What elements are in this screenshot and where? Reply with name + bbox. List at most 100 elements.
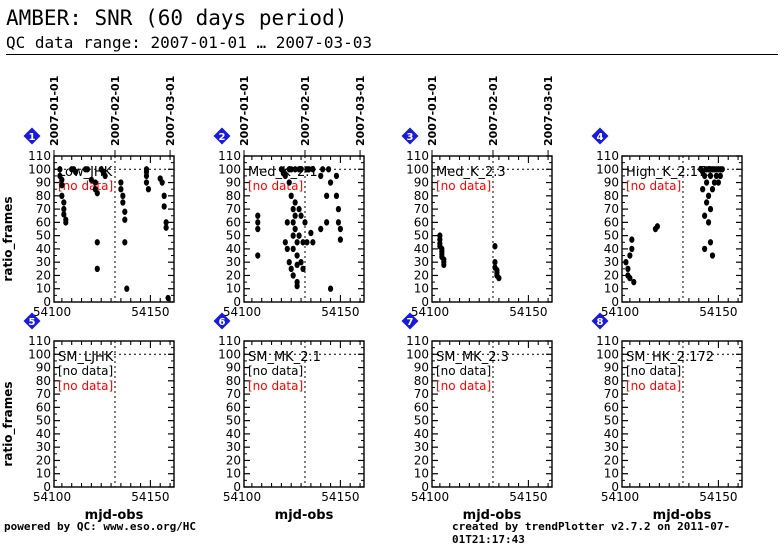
y-tick-label: 0 bbox=[43, 295, 51, 309]
data-point bbox=[255, 225, 261, 233]
data-point bbox=[310, 166, 316, 173]
data-point bbox=[333, 172, 340, 180]
y-tick-label: 110 bbox=[28, 149, 51, 163]
no-data-label-red: [no data] bbox=[626, 379, 681, 393]
panel-badge-number: 3 bbox=[407, 132, 414, 143]
data-point bbox=[282, 172, 288, 180]
y-tick-label: 40 bbox=[36, 427, 51, 441]
y-tick-label: 60 bbox=[414, 400, 429, 414]
y-tick-label: 110 bbox=[218, 149, 241, 163]
y-tick-label: 30 bbox=[226, 440, 241, 454]
x-axis-label: mjd-obs bbox=[85, 508, 144, 523]
y-tick-label: 70 bbox=[226, 387, 241, 401]
data-point bbox=[713, 172, 720, 180]
data-point bbox=[705, 219, 712, 226]
y-tick-label: 50 bbox=[414, 229, 429, 243]
panel-badge-number: 1 bbox=[29, 132, 36, 143]
y-tick-label: 80 bbox=[414, 374, 429, 388]
y-tick-label: 70 bbox=[36, 202, 51, 216]
page-title: AMBER: SNR (60 days period) bbox=[6, 6, 348, 30]
y-tick-label: 70 bbox=[604, 387, 619, 401]
data-point bbox=[143, 172, 150, 180]
data-point bbox=[296, 205, 302, 213]
data-point bbox=[61, 211, 67, 218]
data-point bbox=[300, 265, 306, 273]
y-tick-label: 70 bbox=[604, 202, 619, 216]
data-point bbox=[59, 176, 65, 184]
data-point bbox=[292, 225, 298, 233]
x-tick-label: 54100 bbox=[33, 490, 71, 504]
date-label: 2007-01-01 bbox=[426, 76, 439, 146]
y-tick-label: 40 bbox=[604, 427, 619, 441]
no-data-label-red: [no data] bbox=[248, 179, 303, 193]
y-tick-label: 40 bbox=[226, 427, 241, 441]
y-tick-label: 20 bbox=[414, 453, 429, 467]
data-point bbox=[654, 223, 661, 230]
y-tick-label: 60 bbox=[36, 215, 51, 229]
y-tick-label: 90 bbox=[414, 361, 429, 375]
y-tick-label: 20 bbox=[226, 453, 241, 467]
x-axis-label: mjd-obs bbox=[463, 508, 522, 523]
y-tick-label: 40 bbox=[226, 242, 241, 256]
y-tick-label: 20 bbox=[604, 453, 619, 467]
y-tick-label: 60 bbox=[226, 400, 241, 414]
x-tick-label: 54100 bbox=[223, 490, 261, 504]
panel-badge-icon bbox=[213, 312, 231, 330]
y-tick-label: 10 bbox=[414, 282, 429, 296]
y-tick-label: 30 bbox=[604, 440, 619, 454]
data-point bbox=[705, 166, 712, 173]
x-tick-label: 54150 bbox=[699, 305, 737, 319]
y-tick-label: 80 bbox=[226, 374, 241, 388]
data-point bbox=[627, 274, 633, 282]
x-tick-label: 54100 bbox=[411, 305, 449, 319]
y-tick-label: 50 bbox=[226, 229, 241, 243]
data-point bbox=[308, 229, 314, 237]
y-tick-label: 10 bbox=[226, 282, 241, 296]
data-point bbox=[118, 185, 124, 193]
x-tick-label: 54150 bbox=[321, 305, 359, 319]
data-point bbox=[294, 261, 300, 269]
x-tick-label: 54150 bbox=[321, 490, 359, 504]
panel-badge-number: 5 bbox=[29, 317, 36, 328]
x-tick-label: 54100 bbox=[223, 305, 261, 319]
data-point bbox=[294, 239, 300, 246]
date-label: 2007-02-01 bbox=[299, 76, 312, 146]
y-tick-label: 10 bbox=[604, 282, 619, 296]
data-point bbox=[159, 179, 165, 186]
panel-badge-icon bbox=[591, 312, 609, 330]
y-tick-label: 60 bbox=[226, 215, 241, 229]
data-point bbox=[441, 261, 447, 269]
data-point bbox=[57, 166, 63, 173]
y-tick-label: 30 bbox=[36, 255, 51, 269]
data-point bbox=[61, 199, 67, 206]
y-tick-label: 0 bbox=[421, 295, 429, 309]
x-axis-label: mjd-obs bbox=[275, 508, 334, 523]
data-point bbox=[298, 166, 304, 173]
data-point bbox=[124, 285, 130, 292]
y-tick-label: 0 bbox=[233, 480, 241, 494]
y-tick-label: 60 bbox=[604, 400, 619, 414]
y-tick-label: 50 bbox=[36, 414, 51, 428]
series-label: SM_MK_2.3 bbox=[436, 350, 509, 365]
data-point bbox=[707, 172, 714, 180]
data-point bbox=[709, 185, 716, 193]
y-tick-label: 100 bbox=[596, 162, 619, 176]
y-tick-label: 10 bbox=[36, 467, 51, 481]
y-tick-label: 20 bbox=[226, 268, 241, 282]
panel-badge-number: 2 bbox=[219, 132, 226, 143]
data-point bbox=[496, 274, 502, 282]
no-data-label-red: [no data] bbox=[58, 379, 113, 393]
y-tick-label: 80 bbox=[604, 374, 619, 388]
data-point bbox=[294, 282, 300, 290]
no-data-label-red: [no data] bbox=[436, 379, 491, 393]
x-tick-label: 54150 bbox=[131, 490, 169, 504]
data-point bbox=[290, 219, 296, 226]
series-label: SM_LJHK bbox=[58, 350, 114, 365]
data-point bbox=[625, 265, 631, 273]
data-point bbox=[84, 166, 91, 173]
data-point bbox=[709, 252, 716, 259]
y-tick-label: 10 bbox=[36, 282, 51, 296]
data-point bbox=[163, 224, 169, 231]
